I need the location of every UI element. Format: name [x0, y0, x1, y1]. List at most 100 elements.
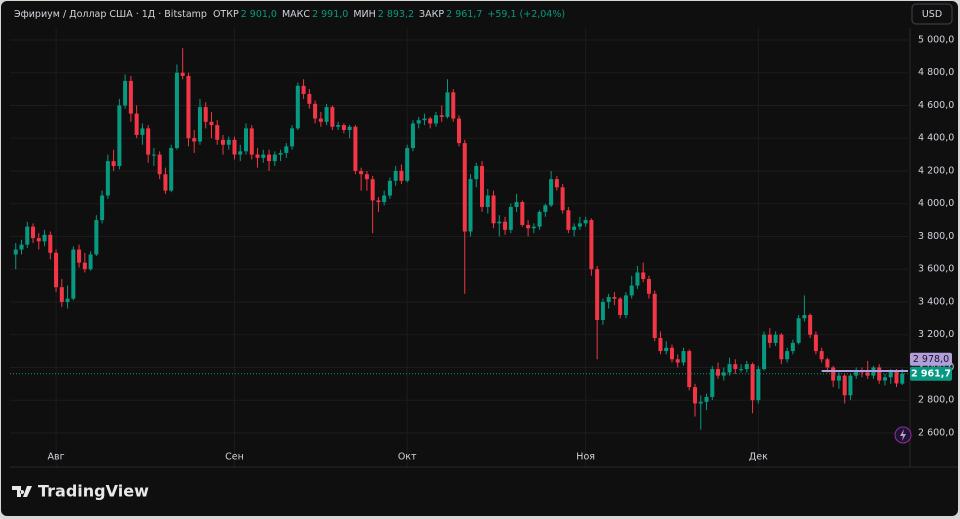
- field-label: ЗАКР: [419, 9, 444, 20]
- candle-body: [549, 179, 554, 206]
- field-value: 2 961,7: [446, 9, 482, 20]
- candle-body: [474, 166, 479, 180]
- candle-body: [428, 118, 433, 124]
- candle-body: [140, 128, 145, 135]
- candle-body: [462, 143, 467, 232]
- candle-body: [272, 154, 277, 162]
- candle-body: [77, 249, 82, 263]
- candle-body: [25, 226, 30, 245]
- y-tick-label: 4 800,0: [918, 67, 954, 78]
- currency-button[interactable]: [911, 3, 953, 25]
- candle-body: [641, 272, 646, 280]
- field-value: 2 893,2: [378, 9, 414, 20]
- candle-body: [313, 103, 318, 119]
- candle-body: [865, 372, 870, 376]
- candle-body: [359, 170, 364, 175]
- candle-body: [560, 187, 565, 211]
- candle-body: [900, 373, 905, 384]
- candle-body: [59, 287, 64, 302]
- candle-body: [42, 234, 47, 242]
- candle-body: [520, 202, 525, 225]
- candle-body: [808, 315, 813, 335]
- candle-body: [197, 107, 202, 142]
- alert-icon-bolt: [900, 429, 906, 441]
- candle-body: [82, 262, 87, 270]
- x-tick-label: Окт: [398, 452, 417, 463]
- candle-body: [416, 120, 421, 124]
- candle-body: [687, 351, 692, 388]
- y-tick-label: 4 200,0: [918, 165, 954, 176]
- y-tick-label: 3 600,0: [918, 264, 954, 275]
- y-tick-label: 4 400,0: [918, 133, 954, 144]
- candle-body: [146, 128, 151, 155]
- candle-body: [353, 126, 358, 171]
- candle-body: [456, 118, 462, 144]
- field-label: МИН: [353, 9, 375, 20]
- field-label: МАКС: [282, 9, 310, 20]
- candle-body: [612, 297, 617, 299]
- candle-body: [134, 113, 139, 135]
- candle-body: [790, 342, 795, 352]
- candle-body: [577, 223, 582, 227]
- symbol: Эфириум / Доллар США · 1Д · Bitstamp: [14, 9, 207, 20]
- x-tick-label: Авг: [48, 452, 65, 463]
- candle-body: [382, 195, 387, 203]
- candle-body: [364, 174, 369, 180]
- candle-body: [785, 351, 790, 360]
- candle-body: [503, 221, 508, 230]
- candle-body: [100, 195, 105, 221]
- candle-body: [324, 107, 329, 122]
- candle-body: [65, 298, 70, 302]
- candle-body: [600, 301, 605, 320]
- candle-body: [773, 334, 778, 343]
- candle-body: [848, 375, 853, 396]
- candle-body: [681, 351, 686, 363]
- candle-body: [526, 224, 531, 229]
- candle-body: [572, 226, 577, 230]
- candle-body: [284, 146, 289, 153]
- candle-body: [739, 369, 744, 371]
- candle-body: [595, 269, 600, 320]
- candle-body: [376, 200, 381, 203]
- marker-label: 2 978,0: [913, 354, 949, 365]
- candle-body: [825, 359, 830, 368]
- candle-body: [174, 72, 179, 149]
- candle-body: [756, 369, 761, 401]
- candle-body: [307, 93, 312, 104]
- candle-body: [652, 293, 657, 338]
- change: +59,1 (+2,04%): [487, 9, 565, 20]
- candle-body: [698, 401, 703, 404]
- last-price-box: [910, 366, 952, 381]
- candle-body: [750, 364, 755, 401]
- field-label: ОТКР: [213, 9, 239, 20]
- candle-body: [675, 359, 680, 363]
- candle-body: [882, 377, 887, 381]
- candle-body: [422, 118, 427, 121]
- candle-body: [301, 85, 306, 94]
- y-tick-label: 3 800,0: [918, 231, 954, 242]
- field-value: 2 991,0: [312, 9, 348, 20]
- y-tick-label: 3 200,0: [918, 329, 954, 340]
- candle-body: [497, 221, 502, 224]
- candle-body: [71, 249, 76, 299]
- candle-body: [347, 126, 352, 131]
- candle-body: [836, 375, 841, 381]
- candle-body: [203, 107, 208, 122]
- brand: TradingView: [38, 482, 149, 501]
- candle-body: [554, 179, 559, 188]
- candle-body: [180, 72, 185, 76]
- y-tick-label: 4 600,0: [918, 100, 954, 111]
- candle-body: [566, 210, 571, 230]
- candle-body: [290, 128, 295, 147]
- candle-body: [163, 174, 168, 191]
- candle-body: [692, 387, 698, 404]
- candle-body: [186, 75, 191, 139]
- currency-label[interactable]: USD: [922, 9, 942, 20]
- candle-body: [796, 318, 801, 343]
- candle-body: [877, 367, 882, 381]
- candle-body: [238, 151, 243, 155]
- candle-body: [721, 372, 726, 376]
- candle-body: [802, 315, 807, 319]
- candle-body: [105, 161, 110, 196]
